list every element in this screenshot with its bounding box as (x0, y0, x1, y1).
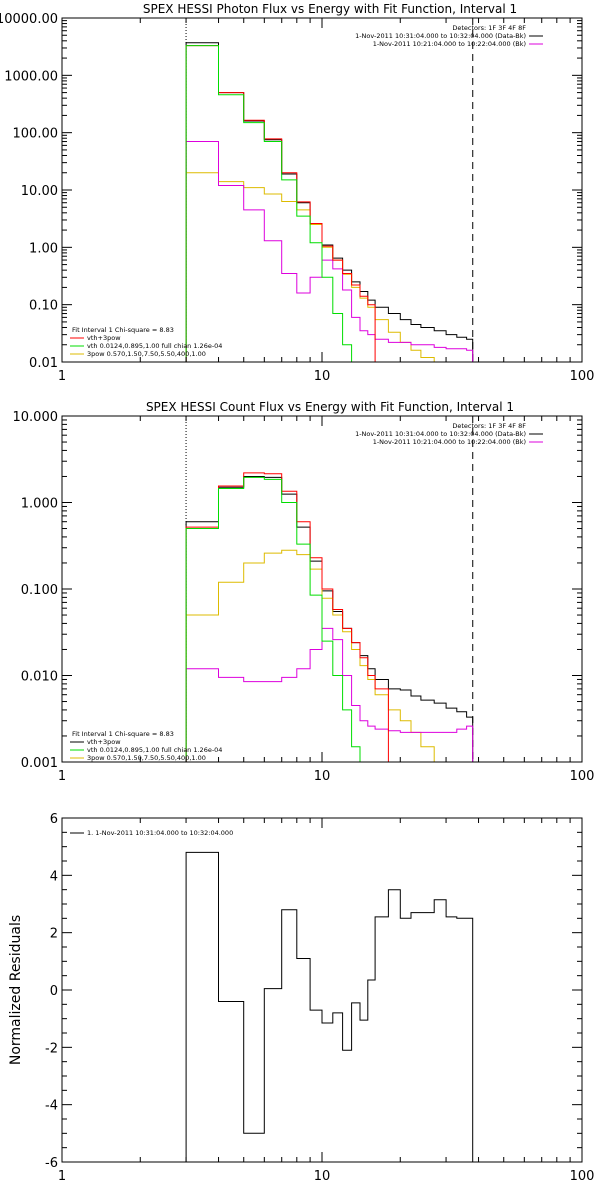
fit-legend-3pow: 3pow 0.570,1.50,7.50,5.50,400,1.00 (87, 754, 206, 762)
y-tick-label: -2 (45, 1041, 58, 1056)
series-layer (185, 851, 474, 1162)
y-tick-label: 0.100 (21, 583, 58, 598)
x-tick-label: 100 (570, 769, 595, 784)
y-axis-label: Normalized Residuals (8, 915, 24, 1065)
data-minus-bk-series (185, 476, 474, 762)
count-flux-panel: SPEX HESSI Count Flux vs Energy with Fit… (13, 400, 595, 784)
background-series (185, 627, 474, 762)
y-tick-label: 0.010 (21, 670, 58, 685)
background-series (185, 141, 474, 362)
pow-fit-series (185, 172, 447, 362)
y-tick-label: 4 (50, 869, 58, 884)
legend-bk-interval: 1-Nov-2011 10:21:04.000 to 10:22:04.000 … (373, 40, 526, 48)
fit-legend-vth: vth 0.0124,0.895,1.00 full chian 1.26e-0… (87, 342, 222, 350)
y-tick-label: 0.001 (21, 756, 58, 771)
residual-legend: 1. 1-Nov-2011 10:31:04.000 to 10:32:04.0… (70, 829, 233, 837)
y-tick-label: 10.00 (21, 184, 58, 199)
y-tick-label: 10.000 (13, 410, 59, 425)
fit-legend-total: vth+3pow (87, 334, 121, 342)
x-tick-label: 10 (314, 769, 331, 784)
fit-legend: Fit Interval 1 Chi-square = 8.83 vth+3po… (70, 326, 222, 358)
legend-detectors: Detectors: 1F 3F 4F 8F (452, 24, 526, 32)
fit-legend-3pow: 3pow 0.570,1.50,7.50,5.50,400,1.00 (87, 350, 206, 358)
y-tick-label: 0.01 (29, 356, 58, 371)
total-fit-series (185, 45, 376, 362)
x-tick-label: 100 (570, 369, 595, 384)
y-tick-label: 0.10 (29, 299, 58, 314)
y-tick-label: 1.000 (21, 497, 58, 512)
info-legend: Detectors: 1F 3F 4F 8F 1-Nov-2011 10:31:… (355, 422, 543, 446)
pow-fit-series (185, 549, 435, 762)
photon-flux-panel: SPEX HESSI Photon Flux vs Energy with Fi… (0, 2, 594, 384)
fit-legend: Fit Interval 1 Chi-square = 8.83 vth+3po… (70, 730, 222, 762)
plot-frame (61, 415, 583, 763)
fit-legend-vth: vth 0.0124,0.895,1.00 full chian 1.26e-0… (87, 746, 222, 754)
vth-fit-series (185, 476, 361, 762)
tick-layer: 1 10 100 0.01 0.10 1.00 10.00 100.00 1000.00 1000… (0, 12, 594, 384)
x-tick-label: 100 (570, 1169, 595, 1184)
axes-frame (61, 17, 583, 363)
axes-frame (61, 415, 583, 763)
plot-frame (61, 17, 583, 363)
tick-layer: 1 10 100 -6 -4 -2 0 2 4 6 (45, 812, 594, 1184)
fit-legend-header: Fit Interval 1 Chi-square = 8.83 (72, 730, 174, 738)
series-layer (185, 42, 474, 362)
residual-legend-text: 1. 1-Nov-2011 10:31:04.000 to 10:32:04.0… (87, 829, 233, 837)
y-tick-label: 6 (50, 812, 58, 827)
legend-data-interval: 1-Nov-2011 10:31:04.000 to 10:32:04.000 … (355, 430, 526, 438)
x-tick-label: 10 (314, 1169, 331, 1184)
y-tick-label: -6 (45, 1156, 58, 1171)
y-tick-label: 10000.00 (0, 12, 58, 27)
legend-bk-interval: 1-Nov-2011 10:21:04.000 to 10:22:04.000 … (373, 438, 526, 446)
x-tick-label: 1 (58, 369, 66, 384)
x-tick-label: 1 (58, 1169, 66, 1184)
y-tick-label: 2 (50, 927, 58, 942)
legend-data-interval: 1-Nov-2011 10:31:04.000 to 10:32:04.000 … (355, 32, 526, 40)
info-legend: Detectors: 1F 3F 4F 8F 1-Nov-2011 10:31:… (355, 24, 543, 48)
y-tick-label: 1000.00 (4, 69, 58, 84)
series-layer (185, 472, 474, 762)
chart-title: SPEX HESSI Photon Flux vs Energy with Fi… (143, 2, 517, 16)
x-tick-label: 1 (58, 769, 66, 784)
y-tick-label: 100.00 (13, 127, 59, 142)
residual-series (185, 851, 474, 1162)
range-markers (185, 18, 474, 362)
data-minus-bk-series (185, 42, 474, 362)
chart-title: SPEX HESSI Count Flux vs Energy with Fit… (146, 400, 514, 414)
axes-frame (61, 817, 583, 1163)
y-tick-label: 0 (50, 984, 58, 999)
legend-detectors: Detectors: 1F 3F 4F 8F (452, 422, 526, 430)
total-fit-series (185, 472, 389, 762)
residuals-panel: 1 10 100 -6 -4 -2 0 2 4 6 Normalized Residuals 1.… (8, 812, 594, 1184)
tick-layer: 1 10 100 0.001 0.010 0.100 1.000 10.000 (13, 410, 595, 784)
x-tick-label: 10 (314, 369, 331, 384)
plot-frame (61, 817, 583, 1163)
fit-legend-total: vth+3pow (87, 738, 121, 746)
y-tick-label: 1.00 (29, 241, 58, 256)
y-tick-label: -4 (45, 1099, 58, 1114)
fit-legend-header: Fit Interval 1 Chi-square = 8.83 (72, 326, 174, 334)
vth-fit-series (185, 45, 353, 362)
